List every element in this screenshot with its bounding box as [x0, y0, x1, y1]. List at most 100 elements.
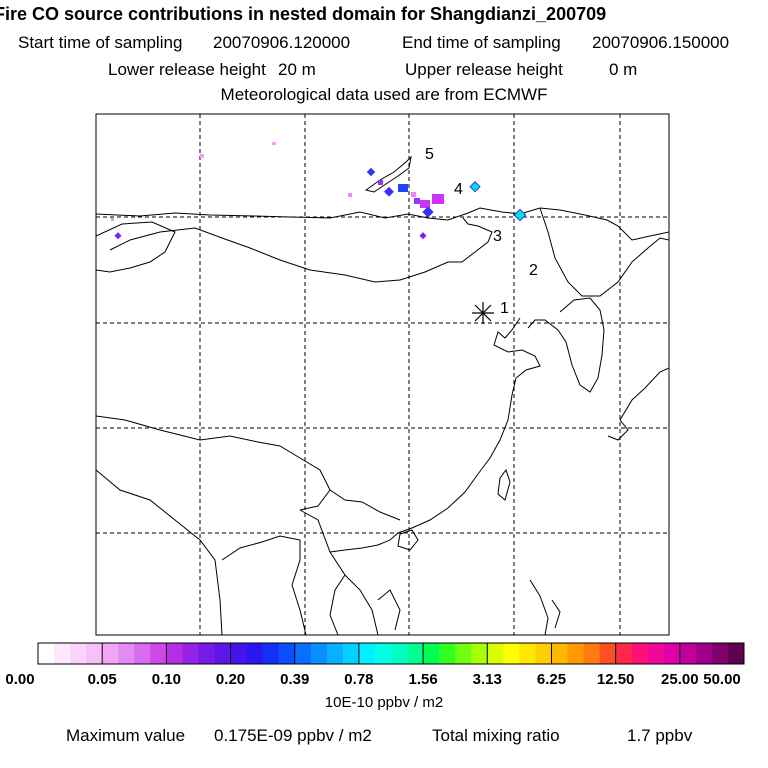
colorbar-cell [214, 643, 231, 664]
colorbar-cell [503, 643, 520, 664]
colorbar-cell [439, 643, 456, 664]
colorbar-cell [423, 643, 440, 664]
max-value-label: Maximum value [66, 726, 186, 745]
max-value-value: 0.175E-09 ppbv / m2 [214, 726, 372, 745]
colorbar-cell [86, 643, 103, 664]
end-time-label: End time of sampling [402, 33, 561, 52]
colorbar-cell [519, 643, 536, 664]
colorbar-tick-label: 0.10 [151, 671, 181, 688]
colorbar-cell [647, 643, 665, 664]
colorbar-cell [615, 643, 632, 664]
plume-pixel [419, 232, 427, 240]
colorbar-cell [535, 643, 552, 664]
plume-pixel [272, 142, 276, 145]
colorbar-tick-label: 50.00 [703, 671, 741, 688]
plume-pixel [469, 181, 481, 193]
colorbar-cell [471, 643, 488, 664]
colorbar-cell [262, 643, 279, 664]
marker-label-4: 4 [454, 181, 463, 198]
colorbar-cell [326, 643, 344, 664]
trajectory-markers: 1 2 3 4 5 [425, 146, 538, 317]
upper-release-value: 0 m [609, 60, 638, 79]
lower-release-label: Lower release height [108, 60, 266, 79]
plume-pixel [200, 154, 204, 158]
lower-release-value: 20 m [278, 60, 316, 79]
plume-pixel [114, 232, 122, 240]
plume-pixel [398, 184, 408, 192]
colorbar-cell [583, 643, 600, 664]
colorbar-frame [37, 642, 745, 665]
colorbar-cell [198, 643, 215, 664]
colorbar-cell [294, 643, 312, 664]
station-marker [472, 302, 494, 324]
plume-pixels [111, 142, 527, 240]
colorbar-cell [358, 643, 376, 664]
map-frame [95, 113, 670, 636]
start-time-label: Start time of sampling [18, 33, 183, 52]
colorbar-tick-label: 0.78 [344, 671, 374, 688]
colorbar-cell [182, 643, 199, 664]
colorbar-cell [310, 643, 328, 664]
map-panel: 1 2 3 4 5 [95, 113, 670, 636]
colorbar-cell [54, 643, 71, 664]
plume-pixel [513, 208, 527, 222]
colorbar-units: 10E-10 ppbv / m2 [324, 694, 444, 711]
colorbar-tick-label: 0.00 [5, 671, 35, 688]
plume-pixel [414, 198, 420, 204]
plume-pixel [411, 192, 416, 197]
colorbar-cell [407, 643, 424, 664]
colorbar-cell [166, 643, 183, 664]
colorbar-tick-label: 0.20 [215, 671, 246, 688]
colorbar-cell [374, 643, 392, 664]
plume-pixel [422, 206, 434, 218]
colorbar-cell [599, 643, 616, 664]
colorbar-cell [631, 643, 649, 664]
met-data-note: Meteorological data used are from ECMWF [220, 85, 548, 104]
colorbar-cell [551, 643, 568, 664]
page-title: Fire CO source contributions in nested d… [0, 4, 607, 24]
map-content: 1 2 3 4 5 [96, 114, 669, 635]
colorbar-tick-label: 6.25 [536, 671, 567, 688]
colorbar-cell [230, 643, 247, 664]
plume-pixel [366, 167, 376, 177]
plume-pixel [348, 193, 352, 197]
graticule [96, 114, 669, 635]
colorbar-cell [118, 643, 135, 664]
marker-label-2: 2 [529, 262, 538, 279]
colorbar-cell [679, 643, 697, 664]
colorbar-cell [391, 643, 408, 664]
upper-release-label: Upper release height [405, 60, 563, 79]
colorbar-cell [487, 643, 504, 664]
plume-pixel [420, 200, 430, 208]
colorbar-tick-label: 0.39 [280, 671, 310, 688]
colorbar-cell [150, 643, 167, 664]
marker-label-3: 3 [493, 228, 502, 245]
end-time-value: 20070906.150000 [592, 33, 730, 52]
mixing-ratio-label: Total mixing ratio [432, 726, 560, 745]
colorbar-cell [342, 643, 360, 664]
colorbar-cell [695, 643, 713, 664]
colorbar-cell [134, 643, 151, 664]
plume-pixel [384, 186, 394, 197]
plume-pixel [378, 180, 383, 185]
marker-label-1: 1 [500, 300, 509, 317]
colorbar-cell [70, 643, 87, 664]
mixing-ratio-value: 1.7 ppbv [627, 726, 693, 745]
colorbar-cell [246, 643, 263, 664]
colorbar-tick-label: 1.56 [408, 671, 438, 688]
colorbar-tick-label: 3.13 [472, 671, 502, 688]
plume-pixel [432, 194, 444, 204]
colorbar-tick-label: 25.00 [661, 671, 699, 688]
colorbar [37, 642, 745, 665]
colorbar-cells [38, 643, 745, 664]
start-time-value: 20070906.120000 [213, 33, 351, 52]
colorbar-cell [38, 643, 55, 664]
colorbar-cell [663, 643, 681, 664]
colorbar-tick-label: 12.50 [596, 671, 635, 688]
marker-label-5: 5 [425, 146, 434, 163]
colorbar-tick-label: 0.05 [87, 671, 117, 688]
coastlines [96, 155, 669, 635]
colorbar-cell [567, 643, 584, 664]
colorbar-cell [455, 643, 472, 664]
